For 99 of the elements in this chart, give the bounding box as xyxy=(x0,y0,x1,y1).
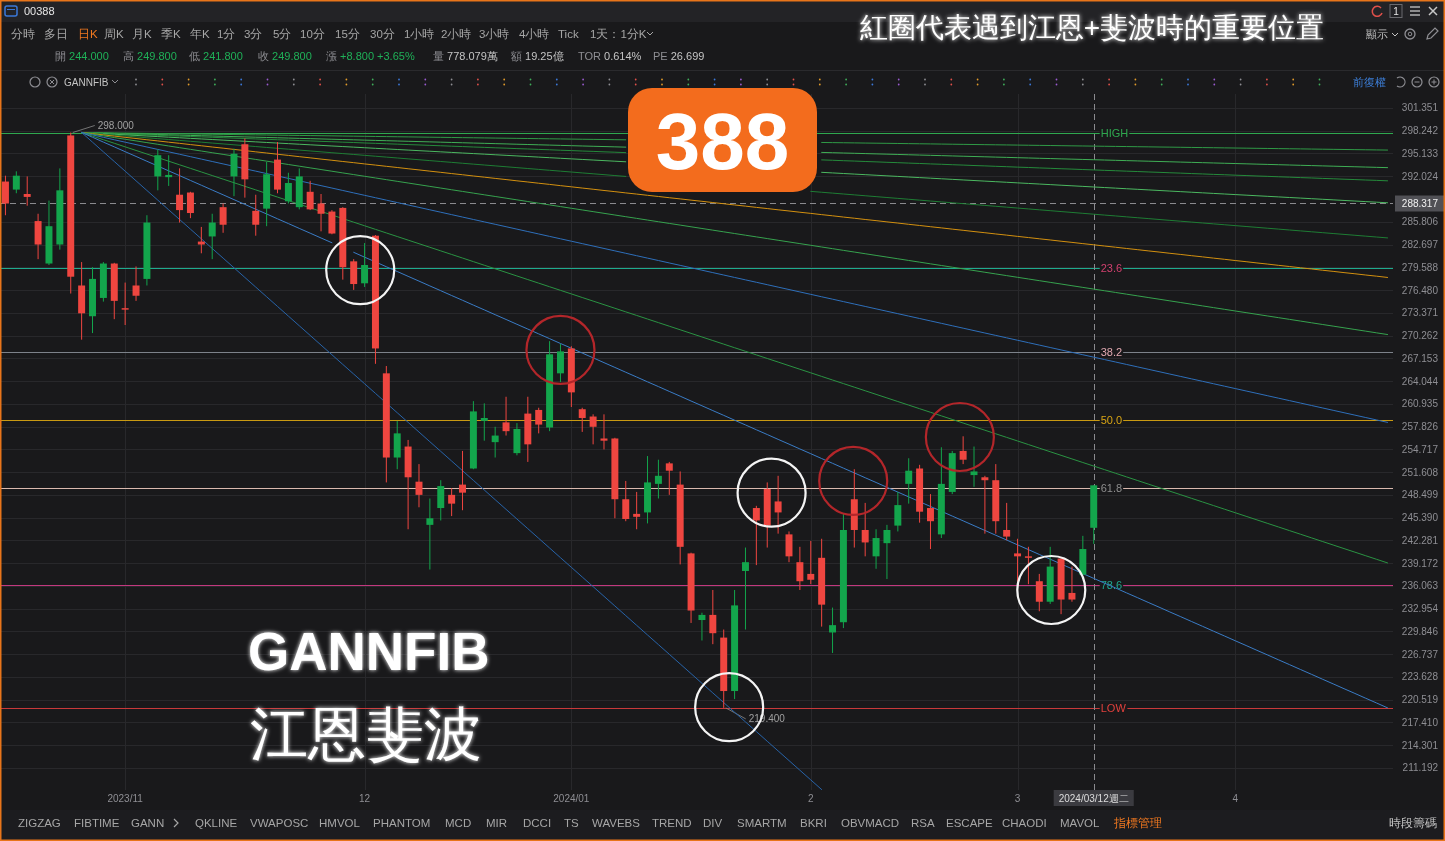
text: 5分 xyxy=(273,28,292,40)
text: QKLINE xyxy=(195,817,238,829)
text: HMVOL xyxy=(319,817,361,829)
annotation: GANNFIB xyxy=(248,621,490,681)
y-tick-label: 217.410 xyxy=(1401,716,1439,728)
text: 開 244.000 xyxy=(55,50,109,62)
text: 顯示 xyxy=(1366,28,1388,40)
y-tick-label: 273.371 xyxy=(1401,307,1439,319)
y-tick-label: 267.153 xyxy=(1401,352,1439,364)
x-tick-label: 2023/11 xyxy=(107,792,144,804)
text: 周K xyxy=(104,28,124,40)
text: TREND xyxy=(652,817,692,829)
x-tick-label: 4 xyxy=(1232,792,1239,804)
x-tick-label: 3 xyxy=(1014,792,1021,804)
y-tick-label: 292.024 xyxy=(1401,170,1439,182)
y-tick-label: 264.044 xyxy=(1401,375,1439,387)
y-tick-label: 248.499 xyxy=(1401,489,1439,501)
text: 00388 xyxy=(24,5,55,17)
annotation: 298.000 xyxy=(97,120,135,131)
y-tick-label: 220.519 xyxy=(1401,694,1439,706)
text: 3分 xyxy=(244,28,263,40)
text: DCCI xyxy=(523,817,552,829)
y-tick-label: 260.935 xyxy=(1401,398,1439,410)
y-tick-label: 282.697 xyxy=(1401,239,1439,251)
text: 前復權 xyxy=(1353,76,1386,88)
text: TS xyxy=(564,817,580,829)
y-tick-label: 229.846 xyxy=(1401,625,1439,637)
text: 1分 xyxy=(217,28,236,40)
text: MCD xyxy=(445,817,472,829)
text: 4小時 xyxy=(519,28,550,40)
y-tick-label: 226.737 xyxy=(1401,648,1439,660)
y-tick-label: 276.480 xyxy=(1401,284,1439,296)
annotation: 江恩斐波 xyxy=(250,700,482,766)
text: 高 249.800 xyxy=(123,50,177,62)
y-tick-label: 298.242 xyxy=(1401,125,1439,137)
text: RSA xyxy=(911,817,935,829)
text: 1 xyxy=(1393,5,1400,17)
text: FIBTIME xyxy=(74,817,120,829)
text: MAVOL xyxy=(1060,817,1101,829)
text: 1天：1分K xyxy=(590,28,647,40)
text: PHANTOM xyxy=(373,817,431,829)
text: 漲 +8.800 +3.65% xyxy=(326,50,415,62)
y-tick-label: 236.063 xyxy=(1401,580,1439,592)
text: 分時 xyxy=(11,28,35,40)
text: WAVEBS xyxy=(592,817,641,829)
text: TOR 0.614% xyxy=(578,50,642,62)
y-tick-label: 279.588 xyxy=(1401,261,1439,273)
y-tick-label: 251.608 xyxy=(1401,466,1439,478)
y-tick-label: 301.351 xyxy=(1401,102,1439,114)
y-tick-label: 245.390 xyxy=(1401,512,1439,524)
x-tick-label: 12 xyxy=(359,792,371,804)
chart-title: 388 xyxy=(655,96,790,186)
y-tick-label: 211.192 xyxy=(1402,762,1439,774)
text: 30分 xyxy=(370,28,395,40)
text: OBVMACD xyxy=(841,817,900,829)
text: BKRI xyxy=(800,817,827,829)
text: 2小時 xyxy=(441,28,472,40)
text: 低 241.800 xyxy=(189,50,243,62)
y-tick-label: 270.262 xyxy=(1401,330,1439,342)
chart-subtitle: 紅圈代表遇到江恩+斐波時的重要位置 xyxy=(859,11,1325,43)
y-tick-label: 295.133 xyxy=(1401,147,1439,159)
text: 多日 xyxy=(44,28,68,40)
y-tick-label: 242.281 xyxy=(1401,534,1439,546)
text: 量 778.079萬 xyxy=(433,50,498,62)
y-tick-label: 223.628 xyxy=(1401,671,1439,683)
text: 額 19.25億 xyxy=(511,50,564,62)
text: VWAPOSC xyxy=(250,817,309,829)
text: 月K xyxy=(132,28,152,40)
text: ZIGZAG xyxy=(18,817,61,829)
text: Tick xyxy=(558,28,579,40)
y-tick-label: 239.172 xyxy=(1401,557,1439,569)
y-tick-label: 257.826 xyxy=(1401,421,1439,433)
text: 籌碼 xyxy=(1413,817,1437,829)
y-tick-label: 214.301 xyxy=(1401,739,1439,751)
y-tick-label: 285.806 xyxy=(1401,216,1439,228)
text: 1小時 xyxy=(404,28,435,40)
text: 時段 xyxy=(1389,817,1413,829)
x-tick-label: 2024/03/12週二 xyxy=(1058,792,1129,804)
text: GANNFIB xyxy=(64,76,109,88)
y-tick-label: 232.954 xyxy=(1401,603,1439,615)
y-tick-label: 254.717 xyxy=(1401,443,1439,455)
x-tick-label: 2 xyxy=(807,792,814,804)
text: 15分 xyxy=(335,28,360,40)
ref-line-label: 288.317 xyxy=(1401,198,1439,209)
text: MIR xyxy=(486,817,508,829)
text: PE 26.699 xyxy=(653,50,705,62)
text: 3小時 xyxy=(479,28,510,40)
text: 年K xyxy=(190,28,210,40)
x-tick-label: 2024/01 xyxy=(553,792,590,804)
text: 指標管理 xyxy=(1113,817,1162,829)
text: CHAODI xyxy=(1002,817,1047,829)
text: GANN xyxy=(131,817,165,829)
text: 日K xyxy=(78,28,98,40)
text: DIV xyxy=(703,817,723,829)
text: 季K xyxy=(161,28,181,40)
text: 收 249.800 xyxy=(258,50,312,62)
text: ESCAPE xyxy=(946,817,993,829)
text: SMARTM xyxy=(737,817,787,829)
text: 10分 xyxy=(300,28,325,40)
